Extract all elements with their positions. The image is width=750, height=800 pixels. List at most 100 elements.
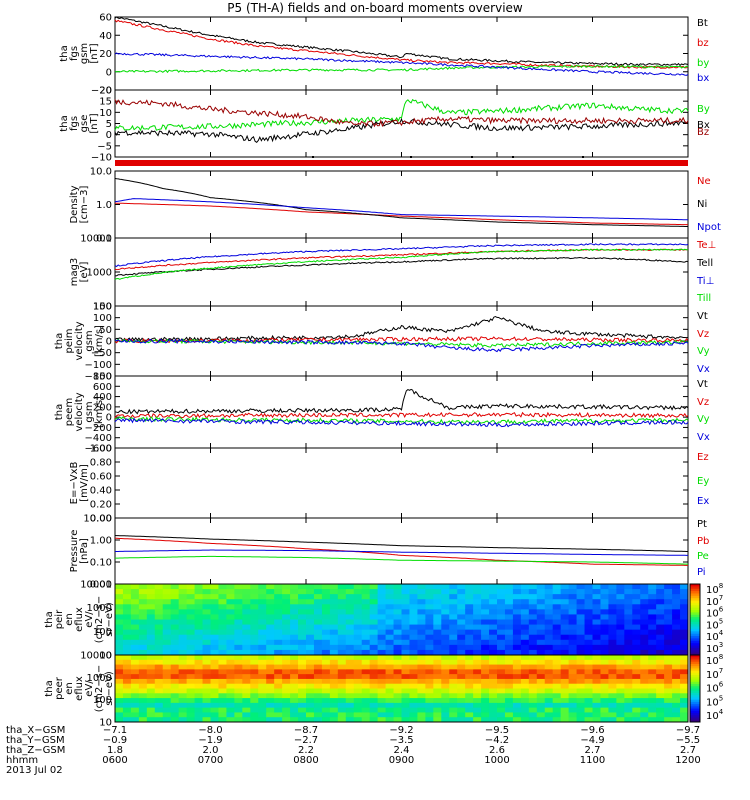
heatmap-cell	[266, 594, 275, 600]
heatmap-cell	[504, 639, 514, 646]
heatmap-cell	[369, 659, 379, 666]
heatmap-cell	[306, 655, 315, 661]
heatmap-cell	[345, 698, 355, 704]
y-tick-label: 10000	[80, 234, 112, 245]
heatmap-cell	[321, 683, 331, 689]
heatmap-cell	[409, 655, 418, 661]
heatmap-cell	[512, 584, 522, 590]
heatmap-cell	[552, 604, 562, 610]
heatmap-cell	[377, 594, 387, 600]
series-Vt-line	[114, 315, 689, 342]
heatmap-cell	[600, 594, 609, 600]
heatmap-cell	[385, 698, 395, 704]
heatmap-cell	[473, 693, 482, 699]
heatmap-cell	[186, 683, 196, 689]
heatmap-cell	[321, 669, 331, 675]
heatmap-cell	[162, 688, 172, 694]
heatmap-cell	[624, 594, 633, 600]
heatmap-cell	[210, 674, 219, 680]
heatmap-cell	[648, 693, 657, 699]
heatmap-cell	[560, 698, 570, 704]
heatmap-cell	[664, 659, 673, 666]
heatmap-cell	[552, 614, 562, 620]
heatmap-cell	[202, 589, 211, 595]
heatmap-cell	[441, 664, 450, 670]
y-axis-label-line: eflux	[74, 676, 85, 701]
heatmap-cell	[616, 664, 625, 670]
y-tick-label: 100	[93, 313, 112, 324]
heatmap-cell	[624, 584, 633, 590]
heatmap-cell	[449, 614, 458, 620]
heatmap-cell	[441, 693, 450, 699]
heatmap-cell	[401, 669, 410, 675]
heatmap-cell	[321, 659, 331, 666]
heatmap-cell	[329, 674, 339, 680]
heatmap-cell	[210, 619, 219, 626]
heatmap-cell	[544, 688, 554, 694]
colorbar-segment	[690, 586, 700, 590]
heatmap-cell	[306, 589, 315, 595]
heatmap-cell	[632, 655, 641, 661]
heatmap-cell	[218, 624, 227, 631]
heatmap-cell	[648, 624, 657, 631]
heatmap-cell	[457, 669, 466, 675]
heatmap-cell	[672, 669, 681, 675]
heatmap-cell	[282, 609, 291, 615]
heatmap-cell	[377, 599, 387, 605]
heatmap-cell	[520, 619, 530, 626]
heatmap-cell	[648, 644, 657, 651]
heatmap-cell	[146, 634, 156, 641]
heatmap-cell	[576, 589, 586, 595]
heatmap-cell	[385, 683, 395, 689]
heatmap-cell	[321, 688, 331, 694]
heatmap-cell	[115, 674, 124, 680]
heatmap-cell	[274, 584, 283, 590]
heatmap-cell	[178, 629, 188, 636]
y-axis-label-line: eflux	[74, 607, 85, 632]
heatmap-cell	[115, 624, 124, 631]
heatmap-cell	[433, 669, 442, 675]
heatmap-cell	[130, 674, 140, 680]
heatmap-cell	[210, 584, 219, 590]
heatmap-cell	[329, 594, 339, 600]
heatmap-cell	[433, 674, 442, 680]
heatmap-cell	[146, 717, 156, 723]
heatmap-cell	[648, 619, 657, 626]
heatmap-cell	[536, 702, 546, 709]
heatmap-cell	[624, 599, 633, 605]
heatmap-cell	[337, 698, 347, 704]
heatmap-cell	[258, 707, 267, 713]
heatmap-cell	[457, 604, 466, 610]
heatmap-cell	[528, 698, 538, 704]
y-axis-label-line: peir	[54, 609, 65, 629]
heatmap-cell	[385, 599, 395, 605]
heatmap-cell	[154, 683, 164, 689]
heatmap-cell	[504, 712, 514, 718]
heatmap-cell	[648, 707, 657, 713]
heatmap-cell	[377, 639, 387, 646]
heatmap-cell	[345, 678, 355, 685]
heatmap-cell	[361, 599, 371, 605]
y-axis-label-line: [cm−3]	[79, 186, 90, 224]
heatmap-cell	[417, 707, 426, 713]
heatmap-cell	[656, 649, 665, 656]
heatmap-cell	[202, 683, 211, 689]
heatmap-cell	[664, 604, 673, 610]
heatmap-cell	[632, 634, 641, 641]
heatmap-cell	[568, 589, 578, 595]
heatmap-cell	[186, 594, 196, 600]
heatmap-cell	[242, 594, 251, 600]
heatmap-cell	[417, 614, 426, 620]
heatmap-cell	[457, 584, 466, 590]
heatmap-cell	[672, 614, 681, 620]
heatmap-cell	[481, 644, 490, 651]
heatmap-cell	[481, 688, 490, 694]
heatmap-cell	[234, 609, 243, 615]
heatmap-cell	[656, 712, 665, 718]
heatmap-cell	[186, 717, 196, 723]
heatmap-cell	[234, 594, 243, 600]
heatmap-cell	[512, 594, 522, 600]
heatmap-cell	[393, 717, 402, 723]
heatmap-cell	[242, 669, 251, 675]
x-tick-time-label: 0900	[389, 755, 414, 766]
